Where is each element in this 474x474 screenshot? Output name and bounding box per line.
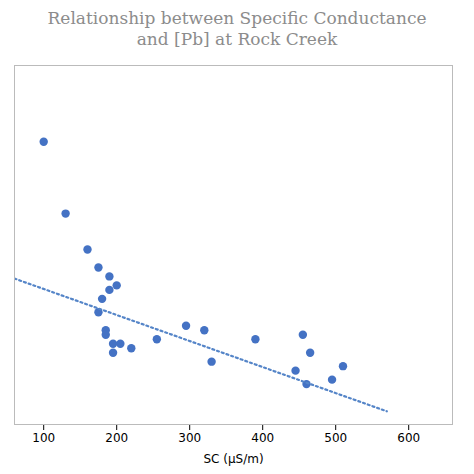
svg-text:600: 600 (397, 431, 420, 445)
svg-text:400: 400 (251, 431, 274, 445)
svg-text:500: 500 (324, 431, 347, 445)
svg-text:100: 100 (32, 431, 55, 445)
svg-text:300: 300 (178, 431, 201, 445)
svg-text:200: 200 (105, 431, 128, 445)
html-text:Relationship between Specific: Relationship between Specific Conductanc… (47, 8, 427, 50)
svg-text:SC (μS/m): SC (μS/m) (203, 451, 263, 465)
